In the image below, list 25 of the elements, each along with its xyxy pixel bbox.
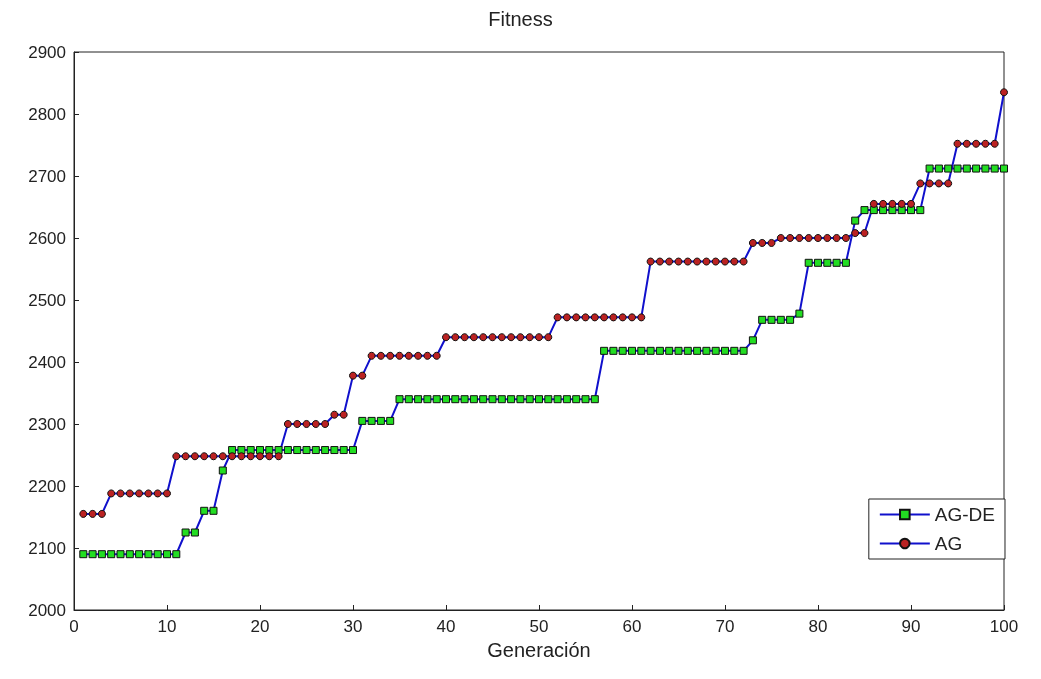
y-tick-label: 2700 [28,166,66,186]
chart-title: Fitness [488,8,553,30]
x-tick-label: 100 [989,617,1019,636]
y-tick-label: 2800 [28,104,66,124]
x-tick-label: 40 [436,617,456,636]
x-axis-title: Generación [487,638,591,661]
y-tick-label: 2000 [28,600,66,620]
y-tick-label: 2600 [28,228,66,248]
y-tick-label: 2100 [28,538,66,558]
y-tick-label: 2900 [28,42,66,62]
y-tick-label: 2300 [28,414,66,434]
y-tick-label: 2500 [28,290,66,310]
x-tick-label: 10 [157,617,177,636]
x-tick-label: 0 [69,617,79,636]
x-tick-label: 20 [250,617,270,636]
x-tick-label: 50 [529,617,549,636]
y-tick-label: 2200 [28,476,66,496]
y-tick-label: 2400 [28,352,66,372]
x-tick-label: 60 [622,617,642,636]
x-tick-label: 70 [715,617,735,636]
x-tick-label: 90 [901,617,921,636]
legend-label: AG [934,533,963,554]
x-tick-label: 80 [808,617,828,636]
legend-label: AG-DE [934,504,996,525]
x-tick-label: 30 [343,617,363,636]
